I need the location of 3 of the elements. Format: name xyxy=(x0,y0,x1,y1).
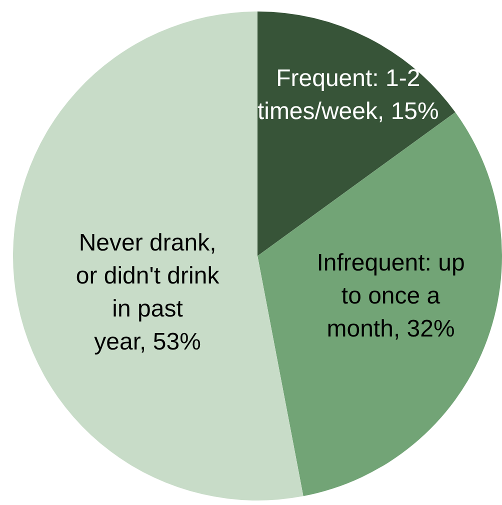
slice-label: Frequent: 1-2 times/week, 15% xyxy=(257,65,439,126)
slice-label: Infrequent: up to once a month, 32% xyxy=(316,249,465,342)
slice-label: Never drank, or didn't drink in past year, 53% xyxy=(76,229,220,356)
